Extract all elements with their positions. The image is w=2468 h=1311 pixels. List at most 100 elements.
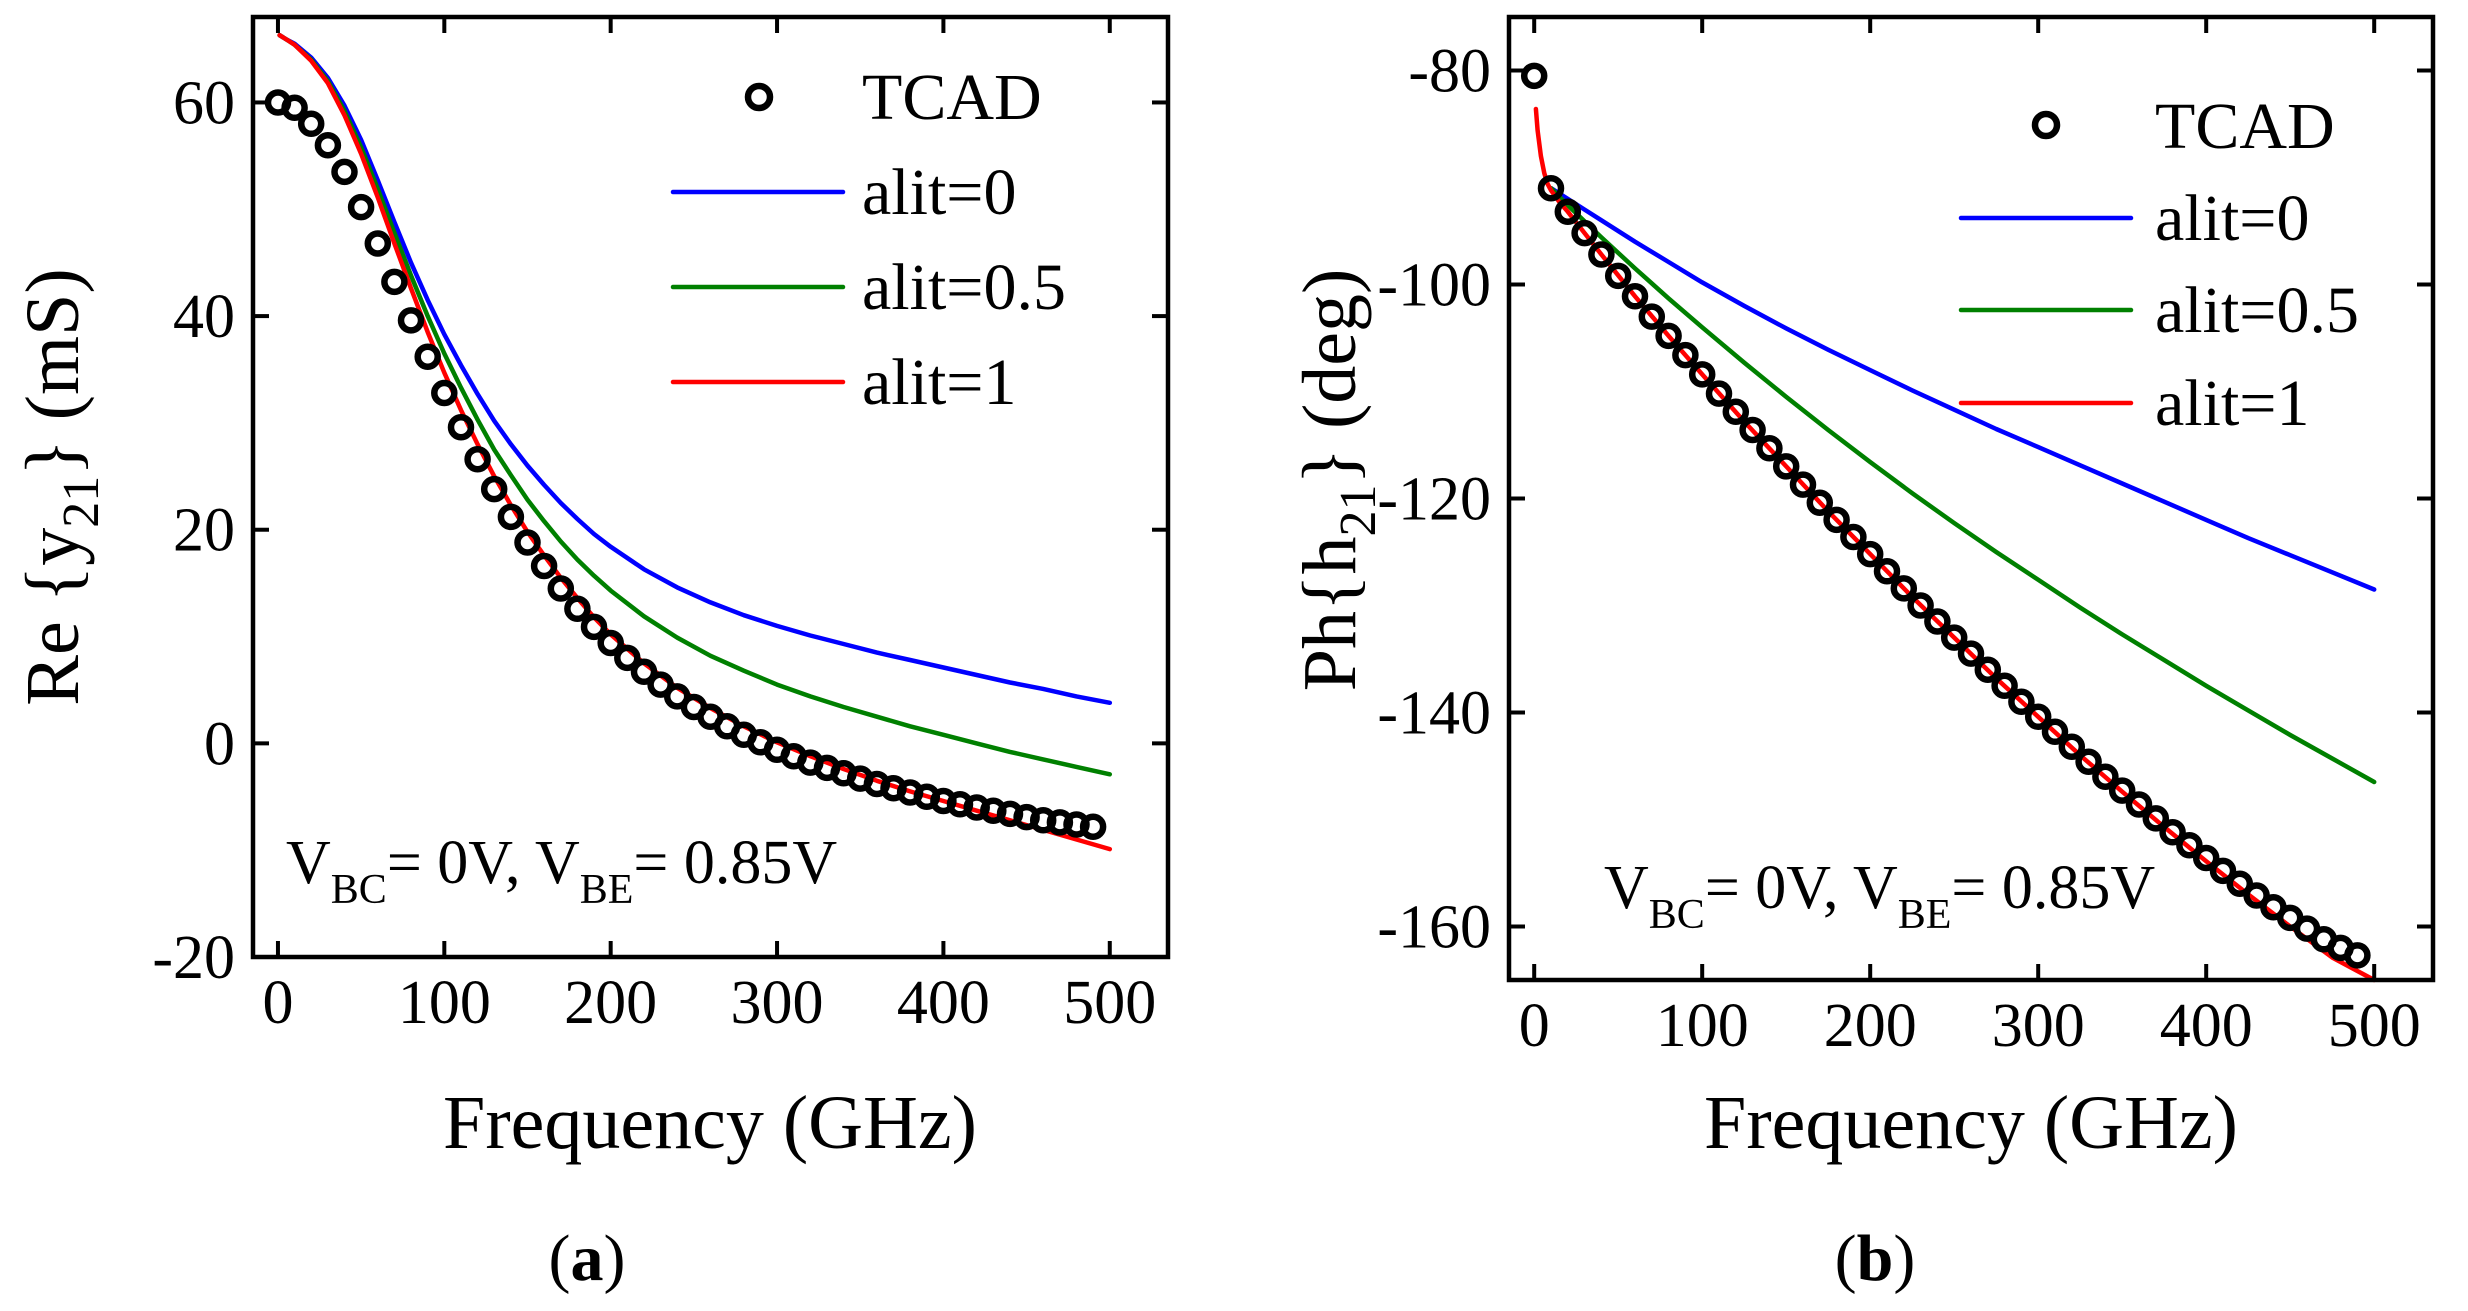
panel-a-tcad-point <box>297 110 325 138</box>
panel-b-tcad-point <box>1940 624 1968 651</box>
panel-a-tcad-point <box>331 158 358 186</box>
panel-a-y-title-suffix: } (mS) <box>11 268 95 475</box>
panel-a-annot-bc-subscript: BC <box>331 867 387 913</box>
panel-b-x-tick-label: 500 <box>2328 992 2421 1060</box>
panel-a-tcad-point <box>597 629 624 657</box>
panel-b-tcad-point <box>2344 942 2371 969</box>
panel-a-x-tick-label: 100 <box>398 969 491 1037</box>
panel-b-tcad-point <box>1722 398 1750 426</box>
panel-b-x-tick-label: 100 <box>1656 992 1749 1060</box>
panel-b-caption-letter: b <box>1857 1222 1894 1295</box>
panel-b-tcad-point <box>2142 805 2170 832</box>
panel-b-tcad-point <box>1991 672 2018 700</box>
panel-a-x-tick-label: 0 <box>262 969 293 1037</box>
panel-b-tcad-point <box>1672 341 1699 369</box>
panel-b-y-tick-label: -100 <box>1377 252 1491 320</box>
panel-a-caption-open: ( <box>549 1222 571 1295</box>
panel-a-x-tick-label: 300 <box>731 969 824 1037</box>
panel-a-x-axis-title: Frequency (GHz) <box>443 1081 977 1165</box>
panel-b-tick-layer: 0 100 200 300 400 500 -160 -140 -120 -100 -80 <box>1377 17 2433 1060</box>
panel-a-x-tick-label: 200 <box>564 969 657 1037</box>
panel-a-legend-alit1-label: alit=1 <box>862 346 1017 419</box>
panel-b-tcad-point <box>1873 558 1901 585</box>
panel-a-annot-mid: = 0V, V <box>387 829 580 897</box>
panel-b-tcad-point <box>1705 380 1733 407</box>
panel-b-tcad-point <box>1756 434 1783 462</box>
panel-b-tcad-point <box>2108 777 2136 804</box>
panel-a-legend-alit05-label: alit=0.5 <box>862 251 1066 324</box>
panel-b-legend-tcad-marker <box>2031 110 2061 140</box>
panel-b-legend: TCAD alit=0 alit=0.5 alit=1 <box>1958 90 2359 440</box>
panel-a-caption-letter: a <box>571 1222 604 1295</box>
panel-a-tcad-point <box>381 268 408 296</box>
panel-b-tcad-point <box>1772 453 1800 480</box>
panel-b-tcad-point <box>1621 283 1649 310</box>
panel-b-tcad-point <box>1924 608 1951 635</box>
panel-b-x-axis-title: Frequency (GHz) <box>1704 1081 2238 1165</box>
panel-b-annot-bc-subscript: BC <box>1649 892 1705 938</box>
panel-b-legend-alit0-label: alit=0 <box>2155 182 2310 255</box>
panel-b-tcad-point <box>2058 733 2086 760</box>
panel-b-y-tick-label: -160 <box>1377 894 1491 962</box>
panel-b-annot-v1: V <box>1604 854 1649 922</box>
panel-a-y-tick-label: -20 <box>152 924 235 992</box>
panel-a-tick-layer: 0 100 200 300 400 500 -20 0 20 40 60 <box>152 17 1168 1037</box>
panel-b-tcad-point <box>1604 262 1632 290</box>
panel-a-tcad-point <box>1079 813 1107 840</box>
panel-b-caption: (b) <box>1835 1222 1916 1295</box>
panel-b-tcad-point <box>1571 219 1598 247</box>
panel-b-y-axis-title: Ph{h21} (deg) <box>1288 269 1387 692</box>
panel-a-tcad-point <box>530 552 558 580</box>
panel-b-tcad-point <box>1688 361 1716 388</box>
panel-a-legend: TCAD alit=0 alit=0.5 alit=1 <box>670 61 1066 419</box>
panel-a-x-tick-label: 500 <box>1063 969 1156 1037</box>
panel-b-tcad-point <box>1890 575 1918 602</box>
panel-a-tcad-point <box>614 644 641 672</box>
panel-b-tcad-point <box>1840 523 1867 551</box>
panel-b-bias-annotation: VBC= 0V, VBE= 0.85V <box>1604 854 2155 938</box>
panel-a-tcad-point <box>431 379 458 407</box>
panel-b-tcad-point <box>2041 718 2069 746</box>
panel-b-tcad-point <box>1806 489 1834 517</box>
panel-b: 0 100 200 300 400 500 -160 -140 -120 -100 -80 Freq… <box>1288 14 2436 1295</box>
panel-b-tcad-point <box>1739 416 1766 444</box>
panel-b-y-title-subscript: 21 <box>1330 485 1387 537</box>
panel-a-annot-v1: V <box>286 829 331 897</box>
panel-b-series-alit0-line <box>1548 185 2377 592</box>
panel-a-legend-tcad-label: TCAD <box>862 61 1042 134</box>
panel-a-y-tick-label: 60 <box>173 69 235 137</box>
panel-b-tcad-point <box>2243 882 2270 909</box>
panel-b-tcad-point <box>1907 592 1934 619</box>
panel-a-bias-annotation: VBC= 0V, VBE= 0.85V <box>286 829 837 913</box>
panel-a-y-axis-title: Re {y21} (mS) <box>11 268 110 705</box>
panel-b-tcad-point <box>1588 241 1615 268</box>
panel-b-tcad-point <box>1823 506 1850 534</box>
panel-b-y-tick-label: -80 <box>1408 38 1491 106</box>
panel-a-annot-end: = 0.85V <box>633 829 837 897</box>
panel-a-tcad-point <box>397 307 425 334</box>
panel-b-tcad-point <box>1655 322 1682 350</box>
panel-b-tcad-point <box>2125 791 2153 818</box>
panel-b-y-title-suffix: } (deg) <box>1288 269 1372 485</box>
panel-a-tcad-point <box>480 475 508 503</box>
panel-b-tcad-point <box>2092 763 2119 790</box>
panel-b-tcad-point <box>2008 688 2035 716</box>
panel-b-tcad-point <box>1554 198 1582 225</box>
panel-a-tcad-point <box>630 658 658 686</box>
panel-a-tcad-point <box>347 193 375 221</box>
panel-a-tcad-point <box>647 671 674 698</box>
panel-a-caption-close: ) <box>604 1222 626 1295</box>
panel-a-y-tick-label: 0 <box>204 710 235 778</box>
panel-b-x-tick-label: 300 <box>1992 992 2085 1060</box>
panel-b-y-tick-label: -120 <box>1377 466 1491 534</box>
panel-a-series-alit05-line <box>277 32 1113 777</box>
panel-b-tcad-point <box>2075 748 2102 775</box>
panel-a-y-title-subscript: 21 <box>53 476 110 528</box>
panel-b-tcad-point <box>1974 656 2002 683</box>
panel-b-legend-alit05-label: alit=0.5 <box>2155 274 2359 347</box>
panel-a-caption: (a) <box>549 1222 626 1295</box>
panel-b-legend-tcad-label: TCAD <box>2155 90 2335 163</box>
panel-a-tcad-point <box>281 94 308 122</box>
panel-b-tcad-point <box>1638 303 1666 330</box>
panel-a-marker-layer <box>264 89 1107 840</box>
